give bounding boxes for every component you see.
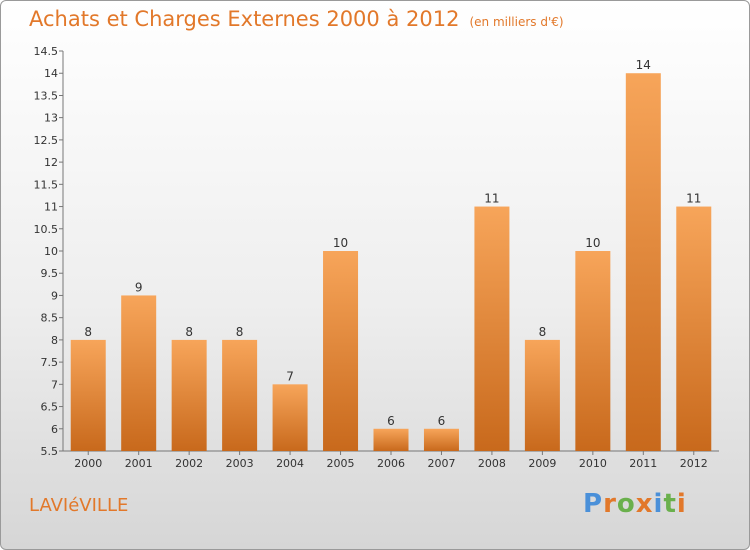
bar-value-label: 11: [686, 192, 701, 206]
y-tick-label: 8.5: [41, 312, 59, 325]
title-text: Achats et Charges Externes 2000 à 2012: [29, 7, 460, 31]
x-tick-label: 2012: [680, 457, 708, 470]
y-tick-label: 12: [44, 156, 58, 169]
bar: [625, 73, 661, 451]
bar-value-label: 8: [539, 325, 547, 339]
y-tick-label: 9.5: [41, 267, 59, 280]
logo-letter: x: [635, 489, 654, 519]
y-tick-label: 6: [51, 423, 58, 436]
bar: [222, 339, 258, 451]
y-tick-label: 10: [44, 245, 58, 258]
logo-letter: r: [603, 489, 617, 519]
bar-value-label: 8: [84, 325, 92, 339]
y-tick-label: 11.5: [34, 178, 59, 191]
x-tick-label: 2008: [478, 457, 506, 470]
x-tick-label: 2000: [74, 457, 102, 470]
bar: [423, 428, 459, 451]
logo-letter: i: [653, 489, 664, 519]
y-tick-label: 14: [44, 67, 58, 80]
bar-value-label: 6: [387, 414, 395, 428]
proxiti-logo: Proxiti: [583, 489, 687, 519]
bar-value-label: 14: [636, 58, 651, 72]
bar: [171, 339, 207, 451]
y-tick-label: 5.5: [41, 445, 59, 458]
bar: [676, 206, 712, 451]
logo-letter: t: [663, 489, 677, 519]
y-tick-label: 7.5: [41, 356, 59, 369]
logo-letter: o: [616, 489, 636, 519]
logo-letter: i: [676, 489, 687, 519]
y-tick-label: 13.5: [34, 89, 59, 102]
logo-letter: P: [583, 489, 604, 519]
y-tick-label: 10.5: [34, 223, 59, 236]
bar: [323, 251, 359, 451]
y-tick-label: 12.5: [34, 134, 59, 147]
x-tick-label: 2001: [125, 457, 153, 470]
bar: [524, 339, 560, 451]
bar-value-label: 10: [333, 236, 348, 250]
bar-value-label: 9: [135, 280, 143, 294]
bar: [121, 295, 157, 451]
unit-label: (en milliers d'€): [469, 15, 564, 29]
bar: [70, 339, 106, 451]
bar: [575, 251, 611, 451]
y-tick-label: 9: [51, 289, 58, 302]
y-tick-label: 7: [51, 378, 58, 391]
y-tick-label: 13: [44, 112, 58, 125]
y-tick-label: 8: [51, 334, 58, 347]
bar-value-label: 10: [585, 236, 600, 250]
y-tick-label: 14.5: [34, 45, 59, 58]
bar: [272, 384, 308, 451]
x-tick-label: 2010: [579, 457, 607, 470]
x-tick-label: 2009: [528, 457, 556, 470]
bar-value-label: 6: [438, 414, 446, 428]
x-tick-label: 2006: [377, 457, 405, 470]
bar-value-label: 8: [185, 325, 193, 339]
bar-value-label: 7: [286, 369, 294, 383]
x-tick-label: 2004: [276, 457, 304, 470]
y-tick-label: 6.5: [41, 401, 59, 414]
x-tick-label: 2011: [629, 457, 657, 470]
chart-title: Achats et Charges Externes 2000 à 2012 (e…: [29, 7, 564, 31]
bar: [373, 428, 409, 451]
bar: [474, 206, 510, 451]
place-name: LAVIéVILLE: [29, 495, 129, 516]
bar-value-label: 8: [236, 325, 244, 339]
x-tick-label: 2007: [427, 457, 455, 470]
x-tick-label: 2002: [175, 457, 203, 470]
x-tick-label: 2005: [327, 457, 355, 470]
x-tick-label: 2003: [226, 457, 254, 470]
y-tick-label: 11: [44, 201, 58, 214]
bar-value-label: 11: [484, 192, 499, 206]
